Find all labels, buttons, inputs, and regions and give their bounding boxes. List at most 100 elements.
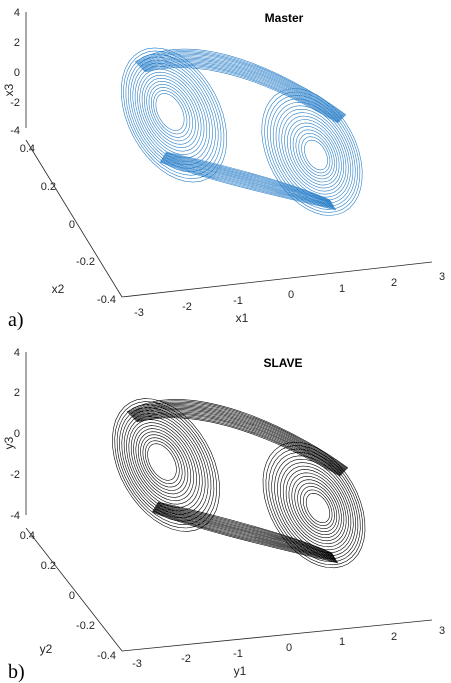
trajectory-loop	[132, 410, 344, 474]
y-tick: 0.4	[20, 530, 35, 542]
x-tick: -3	[134, 307, 144, 319]
trajectory-loop	[271, 452, 359, 560]
y-tick: 0.2	[41, 181, 56, 193]
trajectory-loop	[153, 509, 337, 561]
trajectory-loop	[144, 77, 199, 149]
trajectory-loop	[163, 155, 333, 204]
trajectory-loop	[130, 422, 197, 505]
trajectory-loop	[147, 443, 177, 481]
panel-a-zticks: 4 2 0 -2 -4	[10, 7, 20, 137]
z-tick: 4	[14, 7, 20, 19]
trajectory-loop	[287, 119, 342, 189]
trajectory-loop	[160, 160, 336, 209]
x-tick: 3	[439, 625, 445, 637]
trajectory-loop	[284, 115, 344, 192]
trajectory-loop	[161, 159, 335, 208]
y-tick: 0.4	[20, 143, 35, 155]
panel-a-xticks: -3 -2 -1 0 1 2 3	[134, 271, 445, 319]
panel-a-title: Master	[265, 11, 304, 25]
z-tick: 2	[14, 387, 20, 399]
trajectory-loop	[134, 414, 342, 475]
trajectory-loop	[261, 88, 363, 216]
y-tick: -0.4	[97, 294, 116, 306]
trajectory-loop	[165, 151, 331, 201]
y-tick: 0	[69, 219, 75, 231]
trajectory-loop	[153, 508, 337, 560]
x-tick: -1	[233, 295, 243, 307]
trajectory-loop	[155, 93, 185, 131]
x-tick: 1	[339, 283, 345, 295]
trajectory-loop	[139, 57, 343, 119]
x-tick: -2	[182, 301, 192, 313]
trajectory-loop	[298, 132, 333, 177]
z-tick: 2	[14, 37, 20, 49]
trajectory-loop	[114, 401, 218, 529]
trajectory-loop	[157, 502, 333, 554]
trajectory-loop	[139, 71, 205, 155]
z-tick: 0	[14, 428, 20, 440]
trajectory-loop	[268, 448, 361, 563]
panel-a-attractor-trajectory	[120, 47, 363, 216]
trajectory-loop	[281, 112, 347, 195]
trajectory-loop	[157, 503, 333, 555]
trajectory-loop	[134, 412, 343, 475]
trajectory-loop	[138, 55, 344, 118]
trajectory-loop	[292, 126, 338, 183]
trajectory-loop	[161, 159, 335, 209]
trajectory-loop	[144, 440, 180, 485]
trajectory-loop	[156, 504, 334, 556]
trajectory-loop	[127, 400, 348, 469]
panel-b-axes	[25, 352, 433, 652]
trajectory-loop	[135, 50, 346, 116]
trajectory-loop	[132, 409, 344, 473]
trajectory-loop	[152, 510, 338, 562]
trajectory-loop	[264, 91, 361, 213]
z-tick: -4	[10, 125, 20, 137]
trajectory-loop	[137, 431, 189, 495]
trajectory-loop	[152, 511, 338, 563]
trajectory-loop	[262, 441, 366, 569]
trajectory-loop	[133, 425, 195, 502]
y-tick: -0.2	[76, 256, 95, 268]
z-tick: 4	[14, 347, 20, 359]
trajectory-loop	[132, 62, 213, 166]
trajectory-loop	[265, 445, 363, 566]
y-axis-label: y2	[40, 642, 53, 656]
trajectory-loop	[157, 501, 333, 554]
trajectory-loop	[267, 95, 358, 210]
z-tick: 0	[14, 67, 20, 79]
trajectory-loop	[289, 122, 340, 186]
trajectory-loop	[130, 406, 345, 472]
x-tick: 2	[391, 277, 397, 289]
x-axis-label: x1	[236, 311, 249, 325]
trajectory-loop	[140, 58, 342, 120]
trajectory-loop	[162, 157, 334, 206]
x-tick: 2	[391, 631, 397, 643]
trajectory-loop	[277, 458, 354, 554]
trajectory-loop	[148, 83, 193, 142]
trajectory-loop	[155, 506, 335, 558]
trajectory-loop	[151, 87, 191, 138]
x-axis-label: y1	[234, 664, 247, 678]
trajectory-loop	[294, 479, 340, 536]
trajectory-loop	[295, 129, 335, 180]
trajectory-loop	[146, 80, 196, 145]
trajectory-loop	[128, 401, 348, 470]
x-tick: 1	[339, 636, 345, 648]
z-axis-label: y3	[2, 436, 16, 449]
trajectory-loop	[126, 416, 203, 512]
trajectory-loop	[116, 404, 215, 525]
trajectory-loop	[155, 505, 335, 557]
trajectory-loop	[123, 50, 225, 180]
trajectory-loop	[275, 105, 351, 201]
z-axis-label: x3	[2, 83, 16, 96]
trajectory-loop	[121, 410, 209, 519]
panel-b-label: b)	[8, 661, 25, 683]
trajectory-loop	[142, 62, 341, 122]
trajectory-loop	[135, 428, 192, 498]
panel-b-attractor-trajectory	[112, 398, 366, 569]
trajectory-loop	[144, 67, 339, 124]
trajectory-loop	[144, 66, 339, 123]
trajectory-loop	[288, 472, 345, 542]
